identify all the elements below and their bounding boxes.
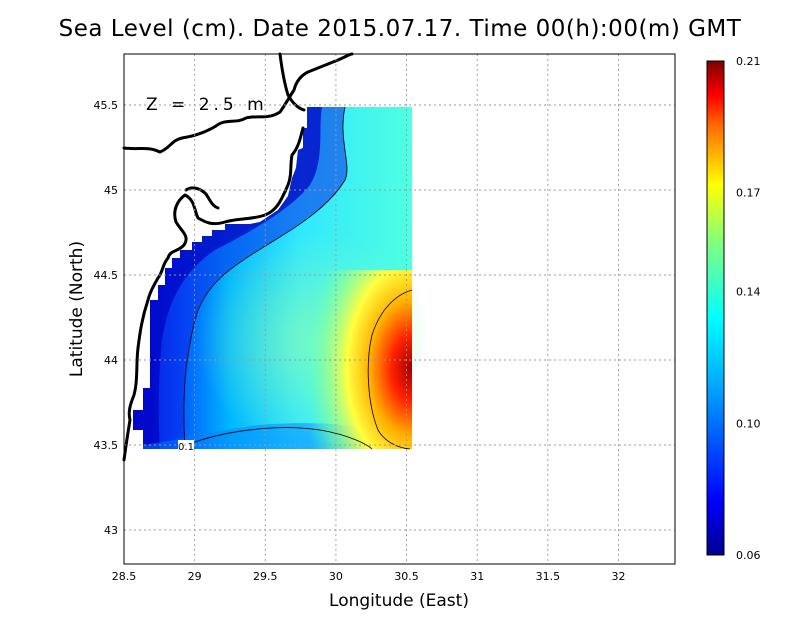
coastline bbox=[122, 52, 354, 462]
y-tick-label: 43 bbox=[104, 524, 118, 537]
x-tick-label: 32 bbox=[611, 570, 625, 583]
x-tick-label: 31 bbox=[470, 570, 484, 583]
deep-blue-edge bbox=[133, 107, 322, 449]
y-tick-label: 43.5 bbox=[94, 439, 119, 452]
colorbar-tick-label: 0.10 bbox=[736, 417, 761, 430]
colorbar-tick-label: 0.14 bbox=[736, 286, 761, 299]
x-tick-labels: 28.5 29 29.5 30 30.5 31 31.5 32 bbox=[112, 570, 626, 583]
colorbar-tick-label: 0.17 bbox=[736, 187, 761, 200]
x-tick-label: 29.5 bbox=[253, 570, 278, 583]
y-axis-label: Latitude (North) bbox=[67, 241, 87, 377]
x-tick-label: 30.5 bbox=[394, 570, 419, 583]
contour-line bbox=[183, 106, 348, 450]
gridlines bbox=[124, 54, 675, 564]
contour-line bbox=[367, 289, 413, 450]
y-tick-label: 44.5 bbox=[94, 269, 119, 282]
x-tick-label: 31.5 bbox=[536, 570, 561, 583]
colorbar-tick-label: 0.06 bbox=[736, 549, 761, 562]
x-tick-label: 29 bbox=[188, 570, 202, 583]
y-tick-label: 45.5 bbox=[94, 99, 119, 112]
chart-title: Sea Level (cm). Date 2015.07.17. Time 00… bbox=[58, 16, 742, 42]
depth-annotation: Z = 2.5 m bbox=[146, 95, 268, 115]
x-tick-label: 30 bbox=[329, 570, 343, 583]
y-tick-label: 45 bbox=[104, 184, 118, 197]
contour-label: 0.1 bbox=[178, 442, 194, 453]
colorbar-tick-label: 0.21 bbox=[736, 55, 761, 68]
plot-frame bbox=[123, 53, 676, 565]
colorbar-tick-labels: 0.21 0.17 0.14 0.10 0.06 bbox=[736, 55, 761, 562]
contour-label-bg bbox=[178, 440, 194, 452]
x-tick-label: 28.5 bbox=[112, 570, 137, 583]
contour-line bbox=[194, 427, 373, 450]
x-axis-label: Longitude (East) bbox=[329, 591, 469, 611]
eastern-maximum bbox=[300, 270, 412, 449]
y-tick-labels: 43 43.5 44 44.5 45 45.5 bbox=[94, 99, 119, 537]
colorbar bbox=[706, 60, 725, 556]
contours bbox=[183, 106, 413, 450]
y-tick-label: 44 bbox=[104, 354, 118, 367]
